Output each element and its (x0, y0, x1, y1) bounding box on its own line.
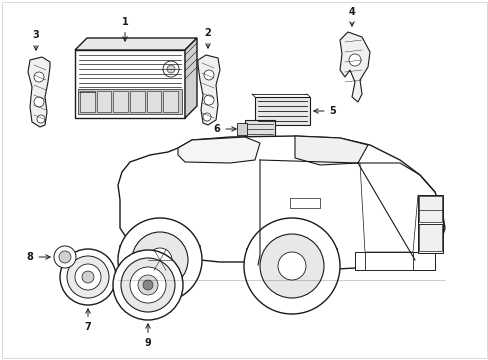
Bar (254, 97, 309, 125)
Circle shape (142, 280, 153, 290)
Circle shape (203, 70, 214, 80)
Bar (289, 198, 319, 208)
Circle shape (82, 271, 94, 283)
Circle shape (121, 258, 175, 312)
Circle shape (138, 275, 158, 295)
Circle shape (75, 264, 101, 290)
Polygon shape (198, 55, 220, 125)
Circle shape (130, 267, 165, 303)
Bar (244, 120, 274, 138)
Text: 1: 1 (122, 17, 128, 41)
Text: 4: 4 (348, 7, 355, 26)
Text: 8: 8 (26, 252, 50, 262)
Bar (146, 91, 161, 112)
Bar (364, 252, 412, 270)
Polygon shape (118, 136, 444, 270)
Text: 5: 5 (313, 106, 336, 116)
Circle shape (167, 65, 175, 73)
Polygon shape (184, 38, 197, 118)
Text: 3: 3 (33, 30, 40, 50)
Polygon shape (294, 136, 367, 165)
Circle shape (34, 97, 44, 107)
Circle shape (113, 250, 183, 320)
Bar (130, 91, 144, 112)
Bar (417, 195, 442, 253)
Bar (97, 91, 111, 112)
Bar (237, 123, 246, 135)
Text: 7: 7 (84, 309, 91, 332)
Bar (80, 91, 95, 112)
Polygon shape (178, 137, 260, 163)
Bar (163, 91, 178, 112)
Circle shape (348, 54, 360, 66)
Circle shape (148, 248, 172, 272)
Circle shape (60, 249, 116, 305)
Circle shape (132, 232, 187, 288)
Text: 6: 6 (213, 124, 236, 134)
Bar (78, 89, 182, 114)
Text: 9: 9 (144, 324, 151, 348)
Circle shape (37, 115, 45, 123)
Bar (354, 252, 434, 270)
Circle shape (54, 246, 76, 268)
Text: 2: 2 (204, 28, 211, 48)
Circle shape (244, 218, 339, 314)
Bar (113, 91, 128, 112)
Bar (418, 196, 441, 222)
Circle shape (278, 252, 305, 280)
Polygon shape (339, 32, 369, 102)
Polygon shape (28, 57, 50, 127)
Polygon shape (75, 38, 197, 50)
Bar (418, 224, 441, 251)
Circle shape (203, 113, 210, 121)
Circle shape (59, 251, 71, 263)
Circle shape (118, 218, 202, 302)
Circle shape (163, 61, 179, 77)
Circle shape (203, 95, 214, 105)
Circle shape (260, 234, 324, 298)
Circle shape (34, 72, 44, 82)
Circle shape (67, 256, 109, 298)
